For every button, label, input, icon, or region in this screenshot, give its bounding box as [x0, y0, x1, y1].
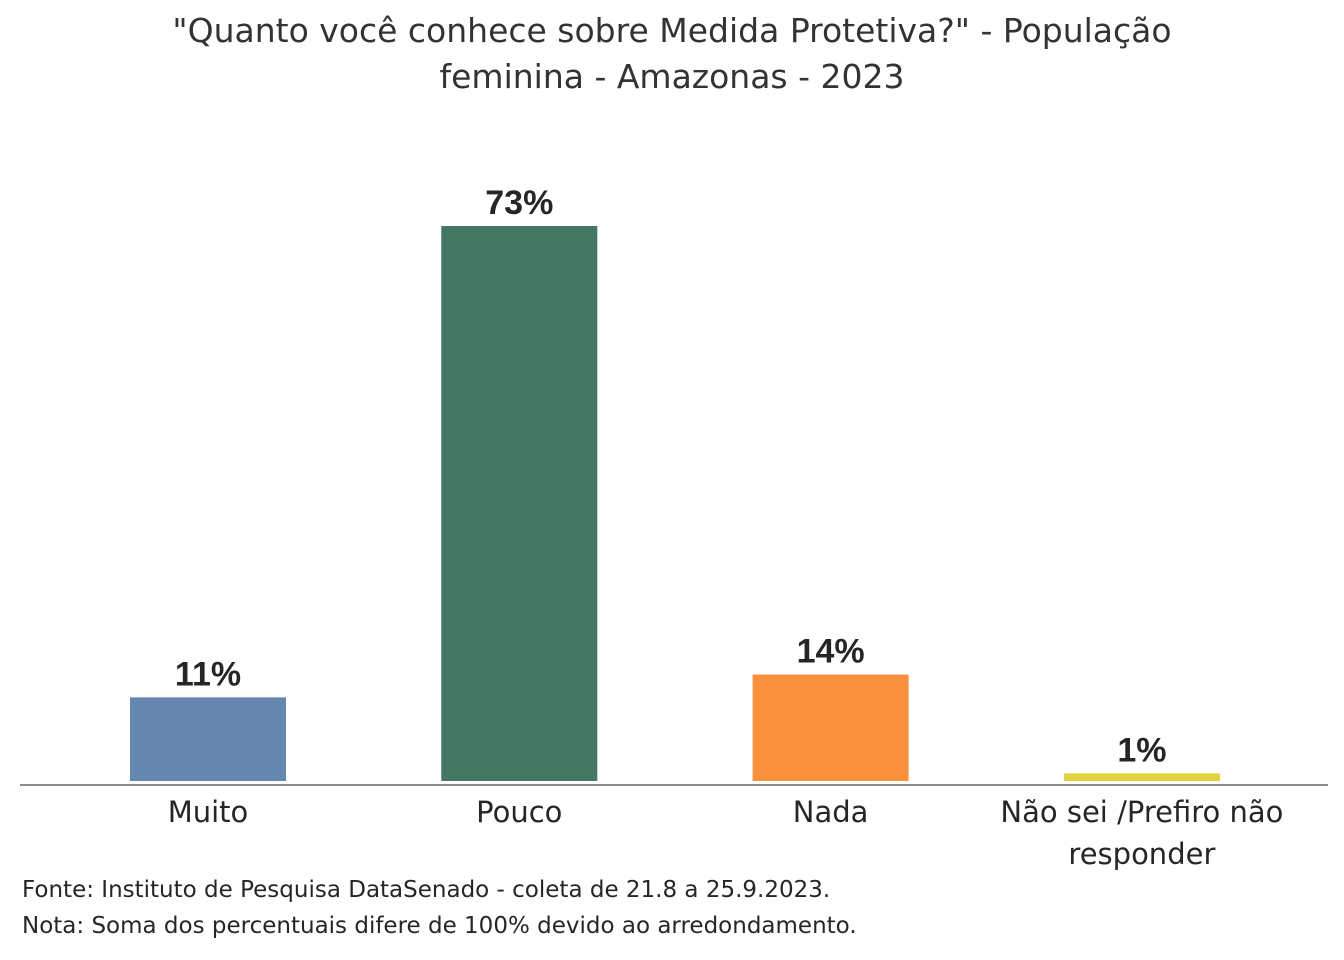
bar-3 [1063, 773, 1220, 781]
bar-0 [130, 697, 286, 781]
data-label-3: 1% [1117, 731, 1166, 769]
source-note: Fonte: Instituto de Pesquisa DataSenado … [22, 877, 831, 903]
bar-2 [752, 674, 909, 781]
data-label-2: 14% [797, 633, 865, 671]
chart-title-line-1: "Quanto você conhece sobre Medida Protet… [172, 11, 1172, 50]
category-label-3-line-0: Não sei /Prefiro não [1000, 795, 1283, 829]
category-label-2: Nada [793, 795, 869, 829]
data-label-1: 73% [485, 184, 553, 222]
category-label-3-line-1: responder [1068, 837, 1215, 871]
footnote: Nota: Soma dos percentuais difere de 100… [22, 913, 857, 939]
chart-title: "Quanto você conhece sobre Medida Protet… [0, 8, 1344, 100]
bar-1 [441, 226, 598, 781]
data-label-0: 11% [175, 655, 241, 693]
category-label-0: Muito [168, 795, 249, 829]
category-label-1: Pouco [476, 795, 562, 829]
chart-title-line-2: feminina - Amazonas - 2023 [439, 57, 905, 96]
